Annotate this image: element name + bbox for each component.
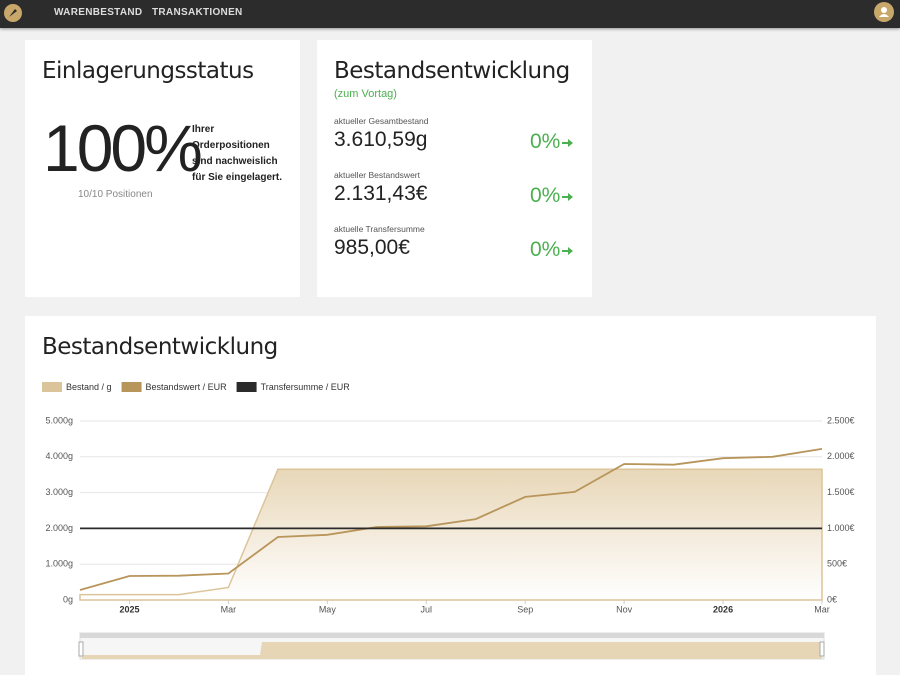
- top-bar: WARENBESTAND TRANSAKTIONEN: [0, 0, 900, 28]
- item-value: 985,00€: [334, 236, 410, 259]
- nav-item[interactable]: WARENBESTAND: [54, 7, 143, 18]
- percent: 100%: [43, 111, 203, 185]
- y-tick-label: 2.000g: [45, 523, 73, 533]
- item-label: aktuelle Transfersumme: [334, 224, 425, 234]
- item-change: 0%: [530, 130, 574, 154]
- card-title: Bestandsentwicklung: [334, 58, 570, 84]
- line: [79, 448, 823, 591]
- y2-tick-label: 1.500€: [827, 487, 855, 497]
- item-label: aktueller Bestandswert: [334, 170, 420, 180]
- y2-tick-label: 2.500€: [827, 415, 855, 425]
- x-tick-label: Sep: [517, 604, 533, 614]
- chart-title: Bestandsentwicklung: [42, 334, 278, 360]
- item-change: 0%: [530, 184, 574, 208]
- item-label: aktueller Gesamtbestand: [334, 116, 429, 126]
- area: [79, 468, 823, 601]
- legend-swatch: [121, 382, 142, 392]
- legend-swatch: [236, 382, 257, 392]
- x-tick-label: Mar: [814, 604, 830, 614]
- legend-label: Bestand / g: [66, 382, 112, 392]
- item-value: 3.610,59g: [334, 128, 428, 151]
- x-tick-label: Jul: [421, 604, 433, 614]
- y-tick-label: 0g: [63, 594, 73, 604]
- positions: 10/10 Positionen: [78, 189, 153, 200]
- card-subtitle: (zum Vortag): [334, 88, 397, 100]
- development-card: Bestandsentwicklung (zum Vortag) aktuell…: [317, 40, 592, 297]
- arrow-icon: [562, 193, 574, 201]
- description: Ihrer Orderpositionen sind nachweislich …: [192, 124, 283, 183]
- item-change: 0%: [530, 238, 574, 262]
- y2-tick-label: 2.000€: [827, 451, 855, 461]
- range-handle[interactable]: [78, 641, 84, 657]
- x-tick-label: 2026: [713, 604, 733, 614]
- item-value: 2.131,43€: [334, 182, 428, 205]
- x-tick-label: 2025: [119, 604, 139, 614]
- legend-swatch: [42, 382, 62, 392]
- nav-item[interactable]: TRANSAKTIONEN: [152, 7, 243, 18]
- range-handle[interactable]: [819, 641, 825, 657]
- legend-label: Bestandswert / EUR: [146, 382, 228, 392]
- range-scrollbar[interactable]: [80, 633, 824, 638]
- y-tick-label: 4.000g: [45, 451, 73, 461]
- status-card: Einlagerungsstatus 100% Ihrer Orderposit…: [25, 40, 300, 297]
- y-tick-label: 3.000g: [45, 487, 73, 497]
- x-tick-label: May: [319, 604, 337, 614]
- y2-tick-label: 500€: [827, 559, 847, 569]
- y2-tick-label: 0€: [827, 594, 837, 604]
- y-tick-label: 5.000g: [45, 415, 73, 425]
- x-tick-label: Nov: [616, 604, 633, 614]
- user-icon[interactable]: [874, 2, 894, 22]
- logo[interactable]: [4, 4, 22, 22]
- arrow-icon: [562, 247, 574, 255]
- legend-label: Transfersumme / EUR: [261, 382, 351, 392]
- y2-tick-label: 1.000€: [827, 523, 855, 533]
- y-tick-label: 1.000g: [45, 559, 73, 569]
- arrow-icon: [562, 139, 574, 147]
- x-tick-label: Mar: [221, 604, 237, 614]
- range-preview: [82, 642, 822, 659]
- card-title: Einlagerungsstatus: [42, 58, 254, 84]
